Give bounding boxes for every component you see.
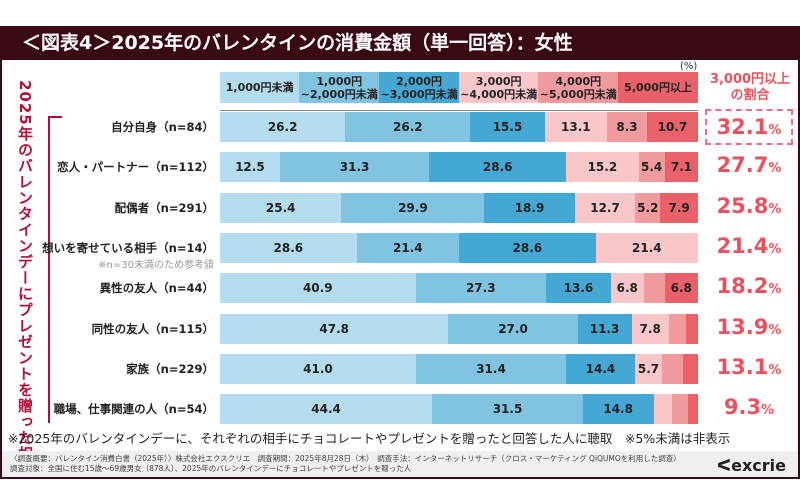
bar-segment: 31.3 bbox=[279, 152, 430, 183]
share-number: 18.2 bbox=[716, 274, 769, 299]
share-value: 13.1% bbox=[705, 351, 793, 387]
share-value: 18.2% bbox=[705, 270, 793, 306]
bar-segment: 7.8 bbox=[631, 313, 669, 344]
legend-item: 4,000円~5,000円未満 bbox=[538, 72, 619, 103]
unit-label: (%) bbox=[680, 61, 698, 72]
bar-segment bbox=[688, 394, 698, 425]
legend-item: 1,000円未満 bbox=[220, 72, 300, 103]
footer-line2: 調査対象：全国に住む15歳～69歳男女（878人）、2025年のバレンタインデー… bbox=[10, 464, 412, 473]
bar-segment: 12.5 bbox=[220, 152, 280, 183]
bar-segment: 26.2 bbox=[220, 112, 346, 142]
row-label: 自分自身（n=84） bbox=[111, 120, 214, 134]
bar-segment: 6.8 bbox=[665, 273, 698, 304]
share-value: 27.7% bbox=[705, 149, 793, 185]
bar-segment: 40.9 bbox=[220, 273, 416, 304]
bar-segment: 11.3 bbox=[577, 313, 632, 344]
bar-segment: 13.6 bbox=[545, 273, 611, 304]
share-unit: % bbox=[768, 282, 782, 298]
legend-item: 5,000円以上 bbox=[618, 72, 698, 103]
row-label: 家族（n=229） bbox=[126, 361, 214, 376]
legend-item: 3,000円~4,000円未満 bbox=[459, 72, 539, 103]
chart-frame bbox=[0, 26, 800, 479]
bar-segment: 28.6 bbox=[459, 232, 596, 263]
bar-segment: 31.4 bbox=[415, 353, 567, 384]
share-value: 13.9% bbox=[705, 311, 793, 347]
share-header: 3,000円以上 の割合 bbox=[700, 72, 800, 104]
share-value: 32.1% bbox=[705, 109, 793, 145]
bar-segment: 27.0 bbox=[448, 313, 578, 344]
row-label: 異性の友人（n=44） bbox=[99, 281, 214, 296]
bar-segment bbox=[682, 353, 698, 384]
share-unit: % bbox=[768, 241, 782, 257]
share-value: 21.4% bbox=[705, 230, 793, 266]
row-note: ※n=30未満のため参考値 bbox=[98, 259, 214, 271]
share-unit: % bbox=[768, 201, 782, 217]
bar-segment: 5.2 bbox=[635, 192, 661, 223]
share-value: 9.3% bbox=[705, 391, 793, 427]
share-number: 25.8 bbox=[716, 193, 769, 218]
bracket-line bbox=[48, 116, 62, 423]
bar-segment: 41.0 bbox=[220, 353, 416, 384]
share-unit: % bbox=[768, 322, 782, 338]
row-label: 配偶者（n=291） bbox=[114, 200, 214, 215]
share-number: 9.3 bbox=[723, 395, 762, 420]
bar-segment: 47.8 bbox=[220, 313, 449, 344]
bar-segment: 7.9 bbox=[660, 192, 698, 223]
bar-segment: 26.2 bbox=[345, 112, 471, 142]
bar-segment: 7.1 bbox=[664, 152, 699, 183]
share-number: 13.1 bbox=[716, 354, 769, 379]
bar-segment: 8.3 bbox=[607, 112, 647, 142]
share-unit: % bbox=[768, 161, 782, 177]
share-unit: % bbox=[761, 403, 775, 419]
share-unit: % bbox=[768, 123, 782, 138]
bar-segment: 28.6 bbox=[429, 152, 567, 183]
share-header-line2: の割合 bbox=[730, 88, 770, 103]
bar-segment: 14.4 bbox=[566, 353, 635, 384]
bar-segment: 14.8 bbox=[582, 394, 654, 425]
bar-segment bbox=[643, 273, 665, 304]
row-label: 恋人・パートナー（n=112） bbox=[57, 160, 214, 175]
bar-segment: 18.9 bbox=[484, 192, 575, 223]
bar-segment bbox=[685, 313, 698, 344]
share-unit: % bbox=[768, 362, 782, 378]
bar-segment: 21.4 bbox=[595, 232, 698, 263]
bar-segment: 10.7 bbox=[646, 112, 698, 142]
share-number: 27.7 bbox=[716, 153, 769, 178]
bar-segment bbox=[668, 313, 686, 344]
row-label: 職場、仕事関連の人（n=54） bbox=[53, 402, 214, 417]
bar-segment: 29.9 bbox=[341, 192, 485, 223]
bar-segment: 5.4 bbox=[638, 152, 665, 183]
bar-segment: 31.5 bbox=[432, 394, 583, 425]
bar-segment: 25.4 bbox=[220, 192, 342, 223]
logo-mark-icon: ᐸ bbox=[716, 456, 732, 475]
survey-footer: 〈調査概要：バレンタイン消費白書（2025年）〉株式会社エクスクリエ 調査期間：… bbox=[2, 451, 798, 477]
bar-segment: 44.4 bbox=[220, 394, 433, 425]
row-label: 想いを寄せている相手（n=14） bbox=[42, 240, 214, 255]
bar-segment: 5.7 bbox=[634, 353, 663, 384]
legend-item: 1,000円~2,000円未満 bbox=[299, 72, 380, 103]
footer-line1: 〈調査概要：バレンタイン消費白書（2025年）〉株式会社エクスクリエ 調査期間：… bbox=[10, 454, 681, 463]
bar-segment: 27.3 bbox=[415, 273, 546, 304]
bar-segment: 12.7 bbox=[574, 192, 636, 223]
bar-segment: 28.6 bbox=[220, 232, 357, 263]
excrie-logo: ᐸexcrie bbox=[716, 456, 786, 475]
legend-item: 2,000円~3,000円未満 bbox=[379, 72, 459, 103]
bar-segment bbox=[671, 394, 689, 425]
bar-segment bbox=[653, 394, 672, 425]
chart-title: ＜図表4＞2025年のバレンタインの消費金額（単一回答）：女性 bbox=[0, 26, 800, 60]
share-number: 21.4 bbox=[716, 233, 769, 258]
bar-segment: 13.1 bbox=[544, 112, 608, 142]
bar-segment: 21.4 bbox=[356, 232, 459, 263]
share-number: 13.9 bbox=[716, 314, 769, 339]
row-label: 同性の友人（n=115） bbox=[91, 321, 214, 336]
bar-segment: 6.8 bbox=[611, 273, 644, 304]
bar-segment bbox=[662, 353, 683, 384]
bar-segment: 15.2 bbox=[566, 152, 639, 183]
share-value: 25.8% bbox=[705, 190, 793, 226]
side-label: 2025年のバレンタインデーにプレゼントを贈った相手 bbox=[16, 80, 34, 478]
share-number: 32.1 bbox=[716, 115, 769, 139]
bar-segment: 15.5 bbox=[470, 112, 545, 142]
footnote: ※2025年のバレンタインデーに、それぞれの相手にチョコレートやプレゼントを贈っ… bbox=[8, 431, 731, 446]
share-header-line1: 3,000円以上 bbox=[709, 72, 791, 87]
